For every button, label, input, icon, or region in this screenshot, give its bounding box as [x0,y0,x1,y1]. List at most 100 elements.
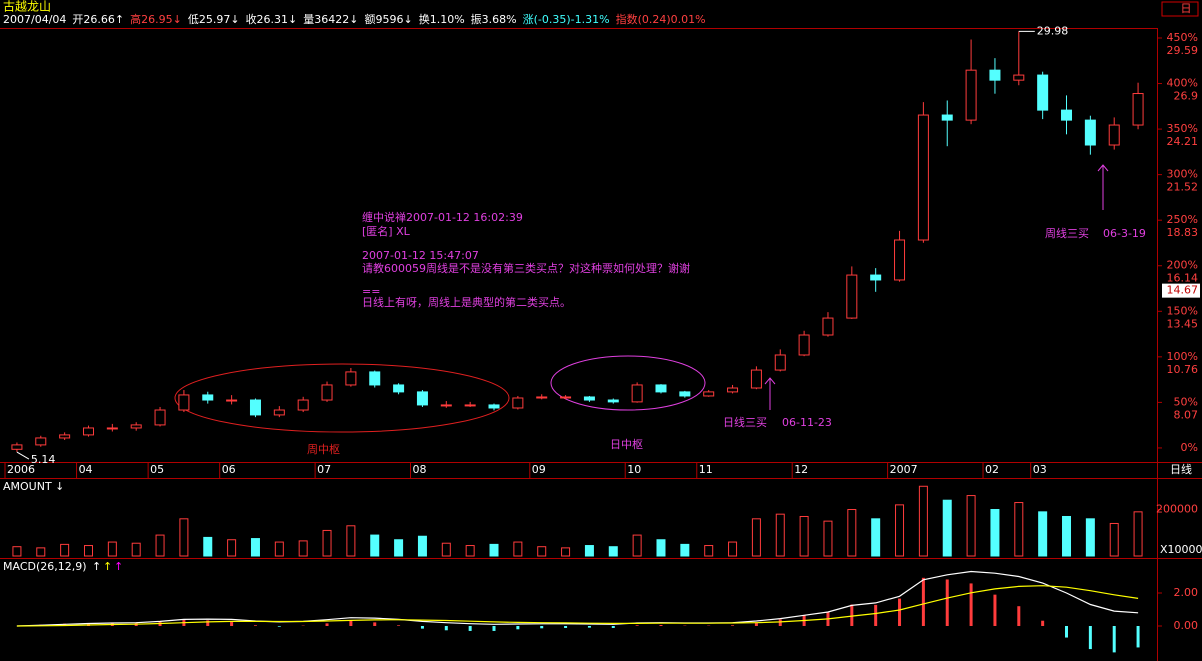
candle-body [941,114,953,121]
candle-body [679,391,691,397]
volume-bar [775,513,785,557]
candle-body [11,444,23,450]
price-tick-label: 21.52 [1167,181,1199,194]
quote-field: 换1.10% [419,12,465,26]
volume-bar [489,543,499,557]
y-tick-label: 300% [1167,168,1198,181]
comment-line: [匿名] XL [362,224,411,238]
arrow [1097,164,1109,210]
candle-body [464,404,476,407]
volume-bar [274,541,284,557]
candle-body [583,396,595,401]
volume-bar [441,542,451,557]
y-tick-label: 150% [1167,304,1198,317]
candle-body [488,404,500,409]
comment-line: 日线上有呀，周线上是典型的第二类买点。 [362,295,571,309]
y-tick-label: 0% [1181,441,1198,454]
volume-bar [704,545,714,557]
period-badge[interactable] [1161,1,1199,17]
volume-bar [1133,511,1143,557]
volume-bar [250,538,260,557]
candle-body [35,437,47,446]
candle-body [536,396,548,399]
candle-body [1084,119,1096,146]
x-tick-label: 2007 [890,463,918,476]
candle-body [345,371,357,386]
candle-body [870,274,882,281]
volume-bar [584,545,594,557]
volume-unit: X10000 [1160,543,1202,556]
annotation: 周中枢 [307,442,340,456]
candle-body [560,396,572,399]
high-label: 29.98 [1037,24,1069,37]
arrow [764,377,776,410]
volume-bar [227,539,237,557]
volume-bar [370,534,380,557]
y-tick-label: 450% [1167,31,1198,44]
candle-body [59,434,71,439]
volume-bar [179,518,189,557]
x-tick-label: 03 [1033,463,1047,476]
macd-line [16,585,1139,627]
candle-body [1061,109,1073,121]
comment-line: 2007-01-12 15:47:07 [362,249,479,262]
volume-bar [1038,511,1048,557]
candle-body [178,394,190,411]
candle-body [416,391,428,406]
x-tick-label: 09 [532,463,546,476]
price-tick-label: 24.21 [1167,135,1199,148]
y-tick-label: 2.00 [1174,586,1199,599]
candle-body [369,371,381,386]
candle-body [1132,93,1144,126]
volume-bar [346,525,356,557]
candle-body [1037,74,1049,111]
y-tick-label: 0.00 [1174,619,1199,632]
comment-line: == [362,285,380,298]
badge-text[interactable]: 日 [1181,2,1192,15]
candle-body [273,409,285,416]
low-label: 5.14 [31,453,56,466]
x-tick-label: 05 [150,463,164,476]
stock-name: 古越龙山 [3,0,51,14]
candle-body [1108,124,1120,146]
quote-field: 高26.95↓ [130,12,182,26]
volume-bar [1085,518,1095,557]
quote-field: 指数(0.24)0.01% [616,12,706,26]
quote-field: 额9596↓ [365,13,413,26]
y-tick-label: 350% [1167,122,1198,135]
x-tick-label: 2006 [7,463,35,476]
candle-body [393,384,405,393]
volume-bar [1014,502,1024,557]
candle-body [965,69,977,121]
comment-line: 缠中说禅2007-01-12 16:02:39 [362,210,523,224]
candle-body [894,239,906,281]
macd-line [16,570,1139,627]
candle-body [917,114,929,241]
volume-bar [966,495,976,557]
candle-body [798,334,810,356]
volume-bar [918,485,928,557]
annotation: 日中枢 [610,437,643,451]
candle-body [727,387,739,393]
candle-body [989,69,1001,81]
legend-entry: ↑ [103,560,112,573]
volume-bar [513,541,523,557]
volume-bar [107,541,117,557]
annotation: 周线三买 [1045,226,1089,240]
price-tick-label: 13.45 [1167,317,1199,330]
volume-bar [942,499,952,557]
volume-title: AMOUNT ↓ [3,480,64,493]
volume-bar [608,546,618,557]
legend-entry: ↑ [114,560,123,573]
volume-bar [60,543,70,557]
candle-body [106,427,118,430]
low-pointer [16,451,30,460]
volume-bar [394,539,404,557]
comment-line: 请教600059周线是不是没有第三类买点？对这种票如何处理？谢谢 [362,261,690,275]
y-tick-label: 50% [1174,395,1198,408]
volume-bar [561,547,571,557]
x-tick-label: 11 [699,463,713,476]
price-tick-label: 29.59 [1167,44,1199,57]
volume-bar [322,529,332,557]
